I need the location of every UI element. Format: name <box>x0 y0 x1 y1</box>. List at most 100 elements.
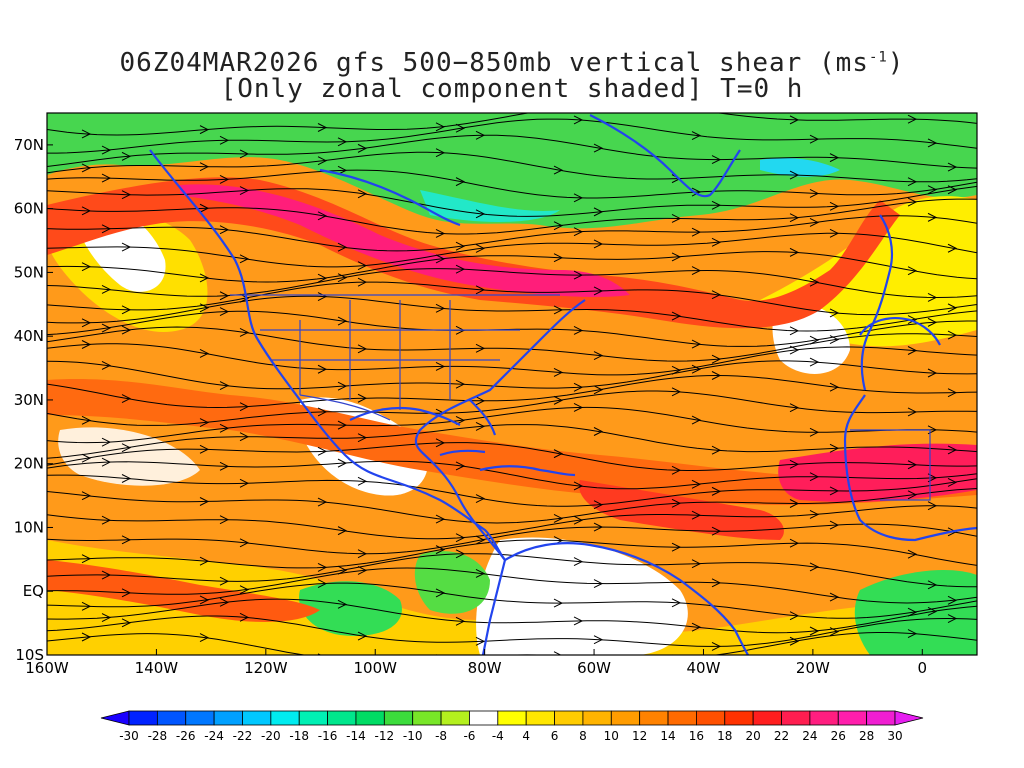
lat-axis: 70N 60N 50N 40N 30N 20N 10N EQ 10S <box>14 136 53 664</box>
streamline <box>47 390 977 426</box>
streamline-arrow <box>553 395 564 405</box>
streamline-arrow <box>789 459 800 469</box>
streamline-arrow <box>475 535 486 545</box>
streamline <box>47 151 977 183</box>
colorbar-label: 18 <box>717 729 732 743</box>
streamline-arrow <box>475 494 486 503</box>
streamline-arrow <box>317 123 328 132</box>
streamline-arrow <box>809 562 820 572</box>
colorbar-label: -6 <box>463 729 475 743</box>
streamline-arrow <box>455 415 466 425</box>
streamline-arrow <box>239 402 250 412</box>
streamline-arrow <box>789 345 800 355</box>
streamline-arrow <box>121 443 132 453</box>
streamline-arrow <box>809 277 820 287</box>
lon-tick-label: 40W <box>687 659 721 677</box>
streamline-arrow <box>947 595 958 605</box>
streamline-arrow <box>554 104 562 112</box>
streamline-arrow <box>81 262 92 272</box>
colorbar-swatch <box>837 710 868 726</box>
streamline-arrow <box>947 388 958 398</box>
streamline-arrow <box>829 443 840 453</box>
streamline-arrow <box>947 445 958 455</box>
streamline-arrow <box>711 155 722 165</box>
streamline-arrow <box>593 286 604 296</box>
streamline-arrow <box>337 165 348 175</box>
shading-jet-north <box>47 177 900 329</box>
streamline-arrow <box>199 273 210 283</box>
streamline-arrow <box>927 212 938 222</box>
streamline <box>47 442 977 471</box>
colorbar-swatch <box>185 710 215 726</box>
colorbar: -30 -28 -26 -24 -22 -20 -18 -16 -14 -12 -10 -8 -6 -4 4… <box>100 710 924 743</box>
streamline-arrow <box>789 170 800 180</box>
streamline-arrow <box>337 316 348 326</box>
streamline-arrow <box>907 197 918 207</box>
streamline-arrow <box>829 627 840 637</box>
streamline-arrow <box>691 339 702 349</box>
streamline-arrow <box>101 323 112 333</box>
colorbar-label: 24 <box>802 729 817 743</box>
streamline-arrow <box>809 626 820 636</box>
streamline-arrow <box>927 501 938 511</box>
streamline-arrow <box>81 453 92 463</box>
streamline-arrow <box>121 394 132 403</box>
streamline-arrow <box>593 351 604 360</box>
streamline-arrow <box>809 510 820 519</box>
streamline-arrow <box>927 317 938 327</box>
lon-tick-label: 160W <box>25 659 69 677</box>
shading-negative-north <box>47 113 977 229</box>
streamline-arrow <box>553 514 564 523</box>
lat-tick-label: 60N <box>14 200 44 218</box>
streamline <box>47 539 977 569</box>
streamline-arrow <box>671 214 682 223</box>
streamline-arrow <box>239 612 250 622</box>
streamline-arrow <box>317 497 328 507</box>
streamline-arrow <box>357 549 368 559</box>
streamline-arrow <box>711 290 722 300</box>
streamline-arrow <box>691 131 702 140</box>
streamline-arrow <box>337 599 348 609</box>
streamline-arrow <box>357 476 368 486</box>
colorbar-label: 16 <box>689 729 704 743</box>
streamline-arrow <box>573 382 584 392</box>
colorbar-swatch <box>497 710 527 726</box>
streamline-arrow <box>199 444 210 454</box>
lon-axis: 160W 140W 120W 100W 80W 60W 40W 20W 0 <box>25 649 927 677</box>
coastline-gulf <box>349 406 461 426</box>
colorbar-label: 22 <box>774 729 789 743</box>
lon-tick-label: 0 <box>918 659 928 677</box>
coastline-africa <box>843 394 977 542</box>
lat-tick-label: 70N <box>14 136 44 154</box>
streamline-arrow <box>199 497 210 506</box>
streamline <box>47 460 977 490</box>
streamline-arrow <box>927 425 938 435</box>
coastline-florida <box>469 399 497 436</box>
colorbar-label: 8 <box>579 729 587 743</box>
streamline-arrow <box>593 579 604 589</box>
streamline-arrow <box>455 264 466 274</box>
streamline-arrow <box>593 427 604 436</box>
streamline <box>47 567 977 604</box>
streamline-arrow <box>81 554 92 564</box>
streamline-arrow <box>121 325 132 335</box>
streamline-arrow <box>809 472 820 482</box>
streamline-arrow <box>357 433 368 443</box>
streamline-arrow <box>239 186 250 195</box>
shading-green-south-2 <box>414 551 490 614</box>
streamline-arrow <box>789 499 800 508</box>
streamline-arrow <box>101 570 112 580</box>
lon-tick-label: 120W <box>244 659 288 677</box>
streamline-arrow <box>121 190 132 200</box>
streamline-arrow <box>239 585 250 595</box>
shading-cyan-patch-2 <box>760 158 840 177</box>
colorbar-label: 14 <box>660 729 675 743</box>
streamline-arrow <box>671 465 682 475</box>
streamline <box>47 424 977 459</box>
streamline-arrow <box>475 569 486 578</box>
streamline-arrow <box>711 354 722 364</box>
streamline-arrow <box>317 407 328 417</box>
streamline-arrow <box>219 381 230 390</box>
lat-tick-label: 20N <box>14 455 44 473</box>
